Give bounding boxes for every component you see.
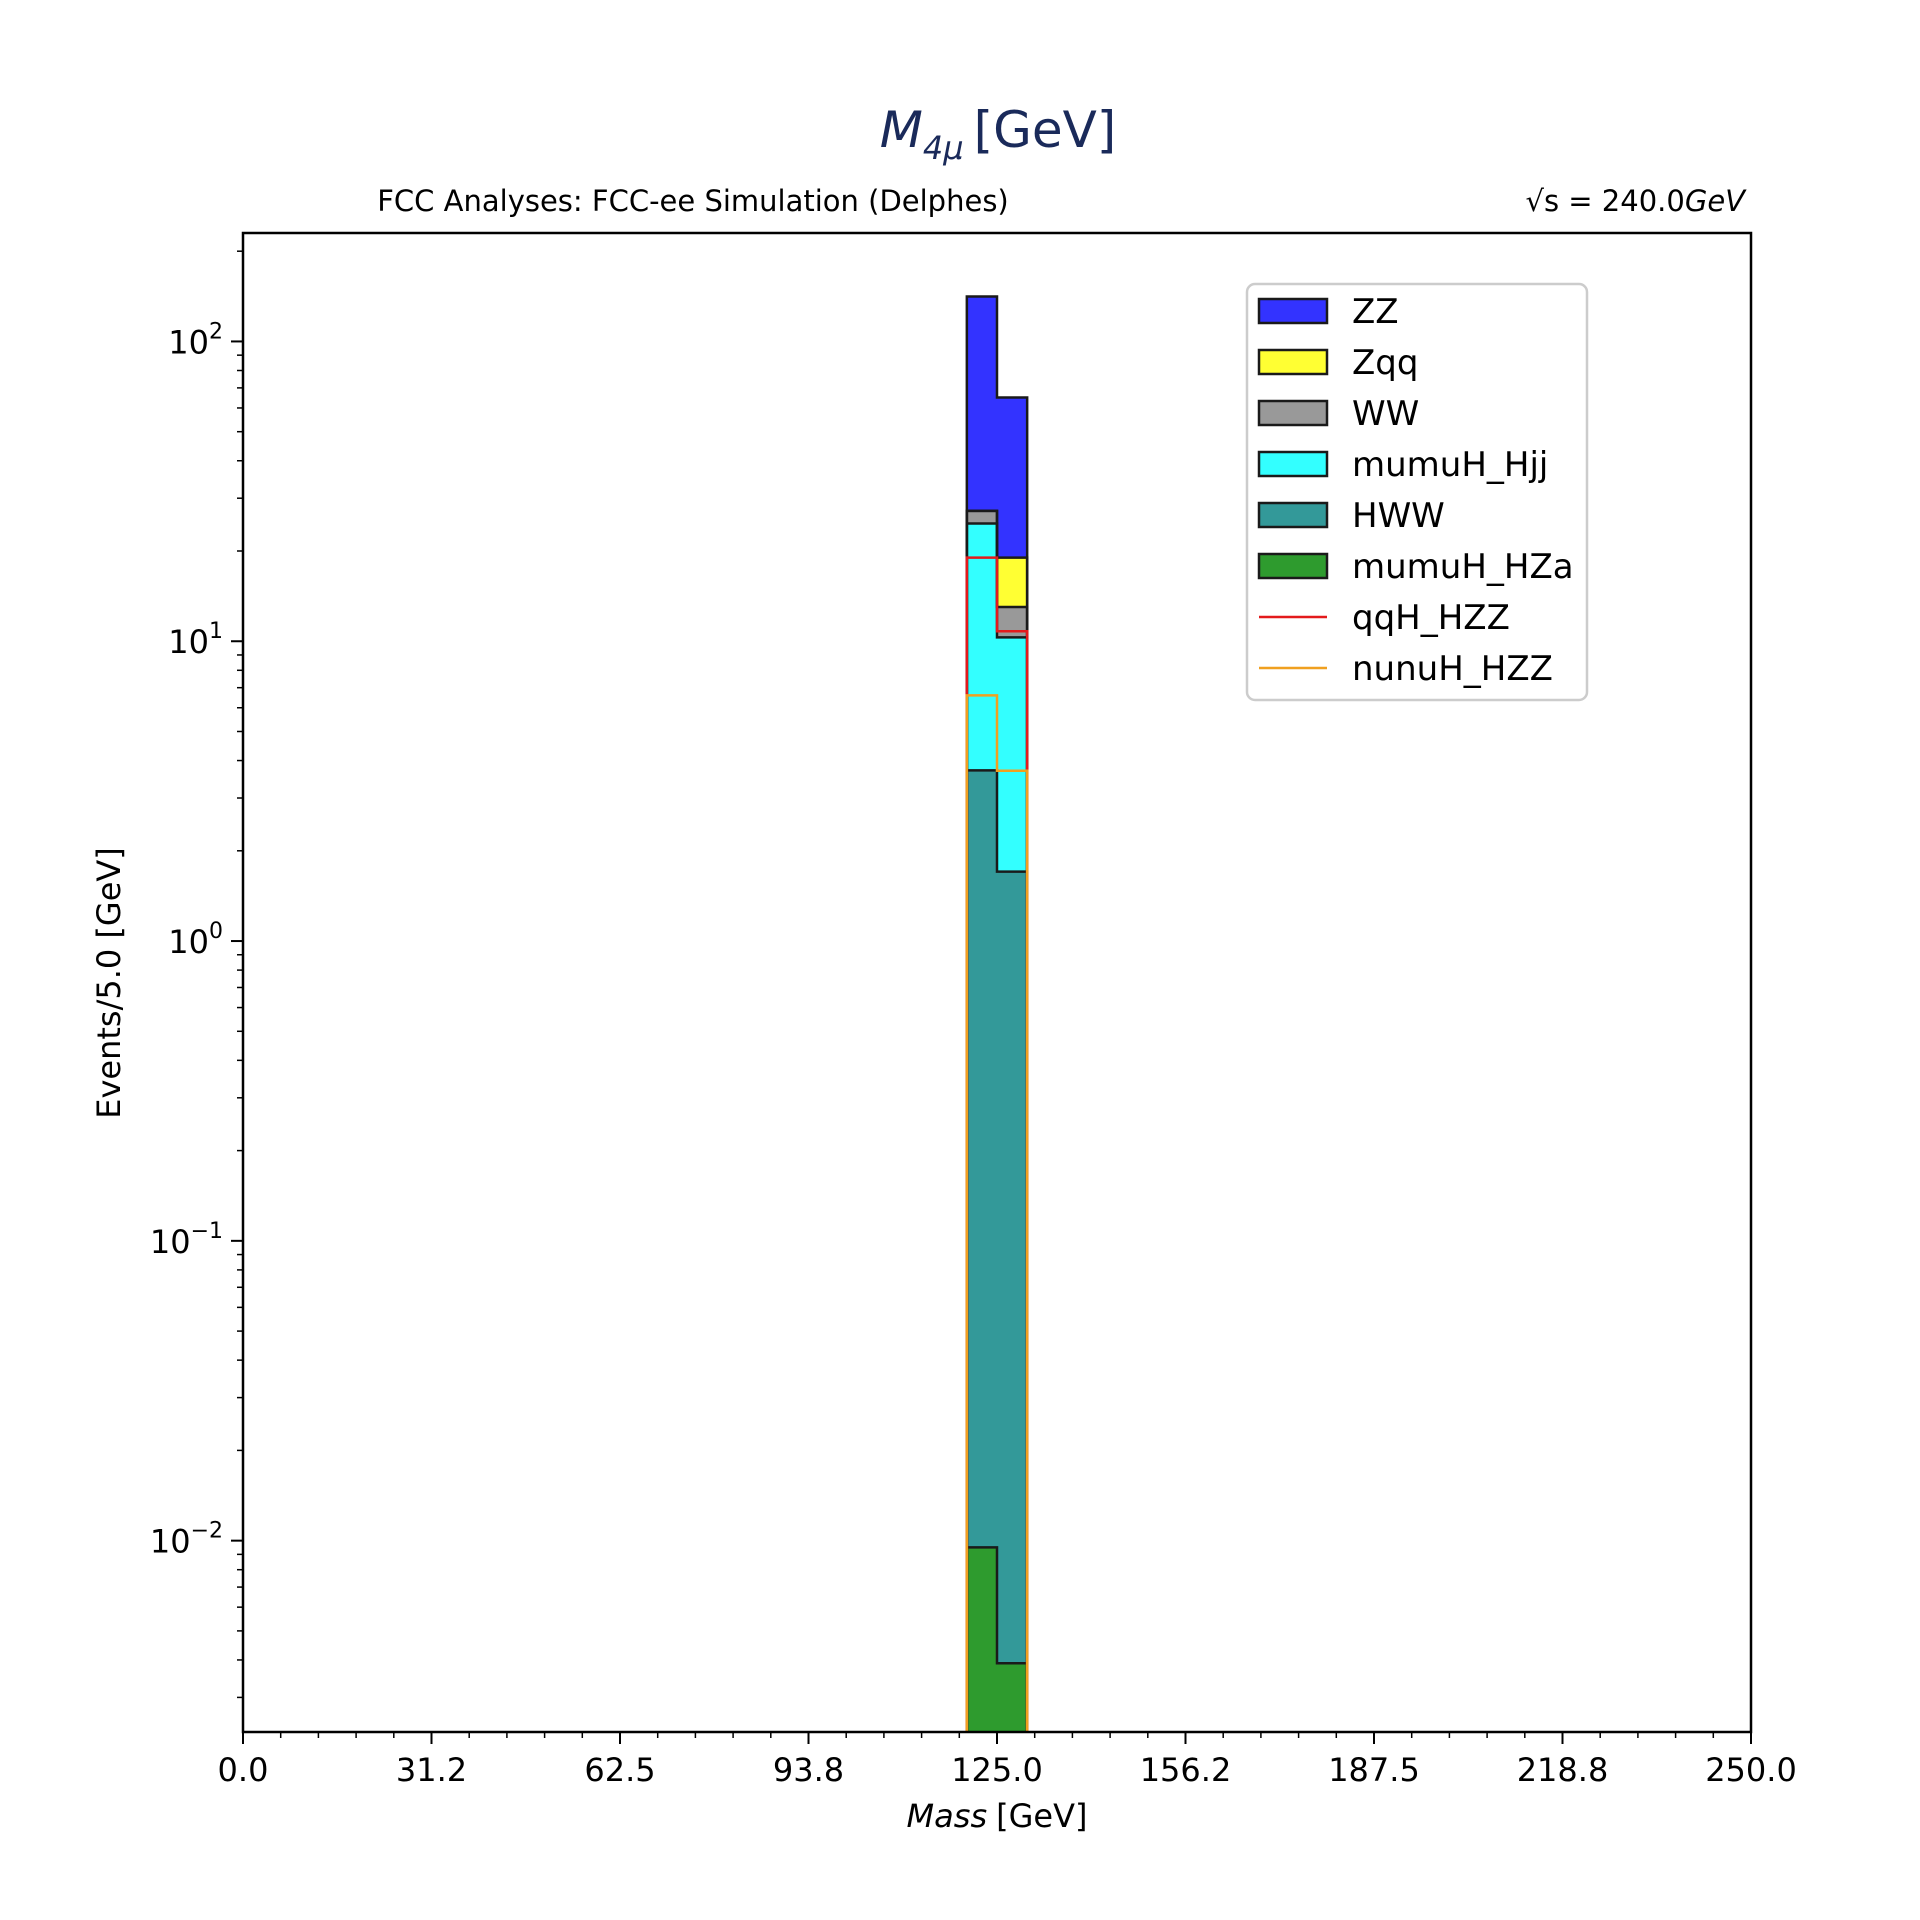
x-tick-label: 250.0	[1705, 1751, 1797, 1789]
chart-title: M4μ [GeV]	[880, 101, 1117, 167]
x-tick-label: 31.2	[396, 1751, 467, 1789]
legend-label-mumuh_hza: mumuH_HZa	[1352, 547, 1574, 587]
legend-label-zqq: Zqq	[1352, 343, 1418, 383]
bar-ww-bin-0	[966, 510, 997, 524]
bar-zz-bin-1	[997, 397, 1028, 558]
legend: ZZ Zqq WW mumuH_Hjj HWW mumuH_HZa qqH_HZZ nunuH…	[1245, 282, 1589, 702]
y-axis-label: Events/5.0 [GeV]	[90, 847, 128, 1119]
bar-mumuh_hza-bin-1	[997, 1663, 1028, 1732]
bar-mumuh_hjj-bin-1	[997, 637, 1028, 872]
bar-mumuh_hjj-bin-0	[966, 523, 997, 771]
subtitle-right-unit: GeV	[1685, 184, 1747, 218]
y-tick-label: 101	[168, 619, 223, 661]
legend-label-zz: ZZ	[1352, 292, 1399, 332]
subtitle-left: FCC Analyses: FCC-ee Simulation (Delphes…	[377, 184, 1009, 218]
x-tick-label: 125.0	[951, 1751, 1043, 1789]
legend-label-nunuh_hzz: nunuH_HZZ	[1352, 649, 1553, 689]
subtitle-right-prefix: √s = 240.0	[1525, 184, 1684, 218]
line-nunuh_hzz	[965, 694, 1029, 1732]
legend-box	[1245, 282, 1589, 702]
bar-mumuh_hza-bin-0	[966, 1547, 997, 1732]
bar-hww-bin-0	[966, 770, 997, 1548]
subtitle-right: √s = 240.0GeV	[1525, 184, 1747, 218]
bar-zqq-bin-1	[997, 557, 1028, 608]
legend-swatch-zqq	[1257, 348, 1329, 376]
title-unit: [GeV]	[974, 101, 1117, 159]
title-subscript: 4μ	[923, 129, 964, 167]
bar-outline-zz	[965, 295, 1029, 1732]
bar-hww-bin-1	[997, 871, 1028, 1664]
y-tick-label: 10−2	[150, 1519, 223, 1561]
legend-swatch-mumuh_hza	[1257, 552, 1329, 580]
x-tick-label: 0.0	[218, 1751, 269, 1789]
legend-swatch-zz	[1257, 297, 1329, 325]
x-axis-label-unit: [GeV]	[996, 1797, 1087, 1835]
legend-swatch-mumuh_hjj	[1257, 450, 1329, 478]
title-variable: M	[880, 101, 923, 159]
legend-swatch-ww	[1257, 399, 1329, 427]
legend-label-mumuh_hjj: mumuH_Hjj	[1352, 445, 1548, 485]
x-axis-label: Mass [GeV]	[907, 1797, 1088, 1835]
x-tick-label: 156.2	[1140, 1751, 1232, 1789]
legend-swatch-hww	[1257, 501, 1329, 529]
x-tick-label: 187.5	[1328, 1751, 1420, 1789]
x-tick-label: 218.8	[1517, 1751, 1609, 1789]
x-tick-label: 62.5	[584, 1751, 655, 1789]
legend-label-hww: HWW	[1352, 496, 1445, 536]
histogram-lines	[965, 556, 1029, 1732]
y-axis-ticks: 102 101 100 10−1 10−2	[150, 250, 243, 1699]
histogram-bars	[965, 295, 1029, 1732]
y-tick-label: 10−1	[150, 1219, 223, 1261]
legend-label-qqh_hzz: qqH_HZZ	[1352, 598, 1510, 638]
bar-zz-bin-0	[966, 296, 997, 511]
x-axis-ticks: 0.0 31.2 62.5 93.8 125.0 156.2 187.5 218.8 250.0	[218, 1732, 1797, 1789]
x-axis-label-var: Mass	[907, 1797, 988, 1835]
y-tick-label: 102	[168, 319, 223, 361]
bar-ww-bin-1	[997, 607, 1028, 638]
legend-label-ww: WW	[1352, 394, 1419, 434]
x-tick-label: 93.8	[773, 1751, 844, 1789]
y-tick-label: 100	[168, 919, 223, 961]
